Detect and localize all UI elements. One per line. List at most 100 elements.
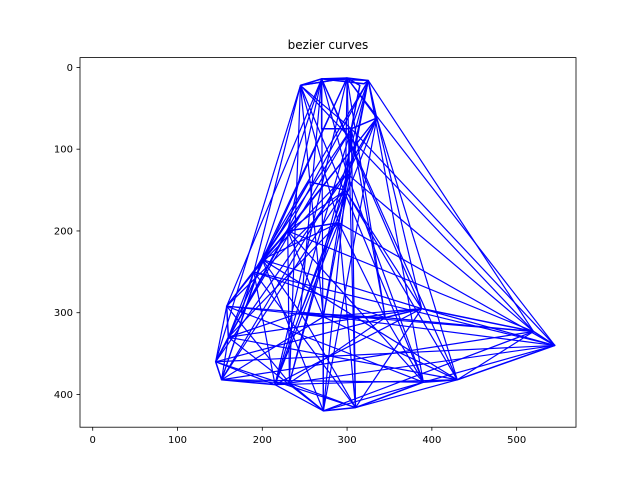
x-tick-label: 500: [507, 435, 526, 446]
mesh-line-64: [227, 222, 340, 338]
mesh-line-28: [253, 80, 369, 273]
mesh-line-78: [261, 259, 458, 381]
mesh-line-92: [228, 336, 324, 412]
mesh-line-86: [215, 306, 228, 362]
mesh-line-117: [423, 344, 555, 383]
mesh-line-90: [226, 305, 324, 318]
mesh-line-1: [300, 84, 352, 130]
mesh-line-53: [346, 173, 424, 383]
mesh-line-112: [323, 330, 534, 412]
y-tick-label: 200: [54, 226, 73, 237]
mesh-line-94: [228, 308, 422, 338]
mesh-line-6: [299, 85, 424, 383]
mesh-line-115: [355, 308, 423, 408]
mesh-line-114: [355, 379, 458, 409]
y-tick-label: 300: [54, 308, 73, 319]
mesh-line-109: [289, 344, 555, 384]
mesh-line-50: [253, 173, 348, 273]
mesh-line-79: [262, 258, 422, 310]
mesh-line-120: [323, 316, 458, 381]
mesh-line-71: [287, 230, 291, 384]
mesh-line-123: [385, 317, 534, 333]
chart-title: bezier curves: [288, 38, 369, 52]
mesh-line-17: [299, 78, 323, 313]
mesh-line-122: [300, 312, 555, 347]
axes-frame: [79, 57, 577, 428]
mesh-line-102: [221, 330, 534, 381]
chart-lines-group: [214, 77, 556, 412]
x-tick-label: 0: [90, 435, 96, 446]
mesh-line-118: [384, 317, 424, 383]
y-tick-label: 0: [67, 63, 73, 74]
x-tick-label: 200: [253, 435, 272, 446]
mesh-line-105: [274, 379, 458, 386]
mesh-line-32: [367, 80, 535, 332]
mesh-line-106: [274, 308, 422, 386]
mesh-line-38: [322, 118, 378, 411]
y-tick-label: 400: [54, 390, 73, 401]
mesh-line-41: [299, 117, 378, 313]
mesh-line-80: [261, 259, 301, 314]
mesh-line-12: [226, 78, 323, 307]
x-tick-label: 300: [338, 435, 357, 446]
mesh-line-31: [367, 80, 424, 383]
mesh-line-99: [215, 317, 386, 363]
mesh-line-56: [287, 189, 346, 232]
mesh-line-104: [274, 384, 324, 412]
mesh-line-58: [221, 189, 346, 381]
mesh-line-95: [228, 312, 301, 338]
mesh-line-81: [227, 271, 255, 338]
mesh-line-85: [253, 271, 386, 319]
mesh-line-107: [274, 312, 302, 385]
mesh-line-91: [221, 337, 229, 380]
mesh-line-3: [253, 85, 302, 272]
x-axis-ticks: 0 100 200 300 400 500: [90, 427, 526, 446]
mesh-line-69: [253, 230, 289, 273]
mesh-line-111: [323, 381, 424, 412]
mesh-line-30: [288, 80, 369, 384]
mesh-line-73: [287, 230, 534, 333]
mesh-line-119: [456, 331, 534, 381]
mesh-line-47: [350, 128, 556, 346]
mesh-line-75: [226, 259, 263, 307]
x-tick-label: 100: [168, 435, 187, 446]
mesh-line-62: [299, 189, 346, 313]
mesh-line-48: [350, 128, 386, 318]
mesh-line-93: [228, 336, 458, 381]
mesh-line-7: [300, 84, 535, 332]
mesh-line-26: [350, 80, 369, 129]
mesh-line-24: [346, 77, 556, 346]
mesh-line-22: [274, 77, 348, 385]
y-axis-ticks: 0 100 200 300 400: [54, 63, 80, 401]
mesh-line-103: [221, 316, 324, 381]
mesh-line-4: [215, 85, 302, 362]
mesh-line-9: [321, 78, 369, 82]
mesh-line-116: [299, 312, 357, 408]
mesh-line-43: [261, 128, 352, 260]
mesh-line-125: [300, 312, 386, 319]
mesh-line-61: [344, 189, 423, 309]
mesh-line-87: [226, 305, 290, 384]
y-tick-label: 100: [54, 145, 73, 156]
mesh-line-21: [227, 77, 348, 338]
x-tick-label: 400: [422, 435, 441, 446]
mesh-line-65: [274, 222, 340, 385]
mesh-line-83: [253, 271, 357, 408]
mesh-line-54: [346, 173, 534, 332]
mesh-line-82: [253, 271, 276, 385]
mesh-line-84: [253, 271, 555, 347]
mesh-line-51: [215, 173, 348, 363]
mesh-line-37: [221, 117, 378, 381]
mesh-line-45: [274, 128, 352, 385]
mesh-line-60: [344, 189, 458, 381]
mesh-line-52: [288, 173, 348, 384]
mesh-line-39: [376, 117, 458, 380]
mesh-line-40: [376, 117, 423, 309]
mesh-line-74: [287, 230, 324, 318]
mesh-line-110: [289, 317, 386, 384]
mesh-line-88: [226, 305, 424, 383]
mesh-line-72: [287, 230, 424, 383]
mesh-line-25: [346, 77, 386, 318]
mesh-line-98: [215, 344, 555, 363]
